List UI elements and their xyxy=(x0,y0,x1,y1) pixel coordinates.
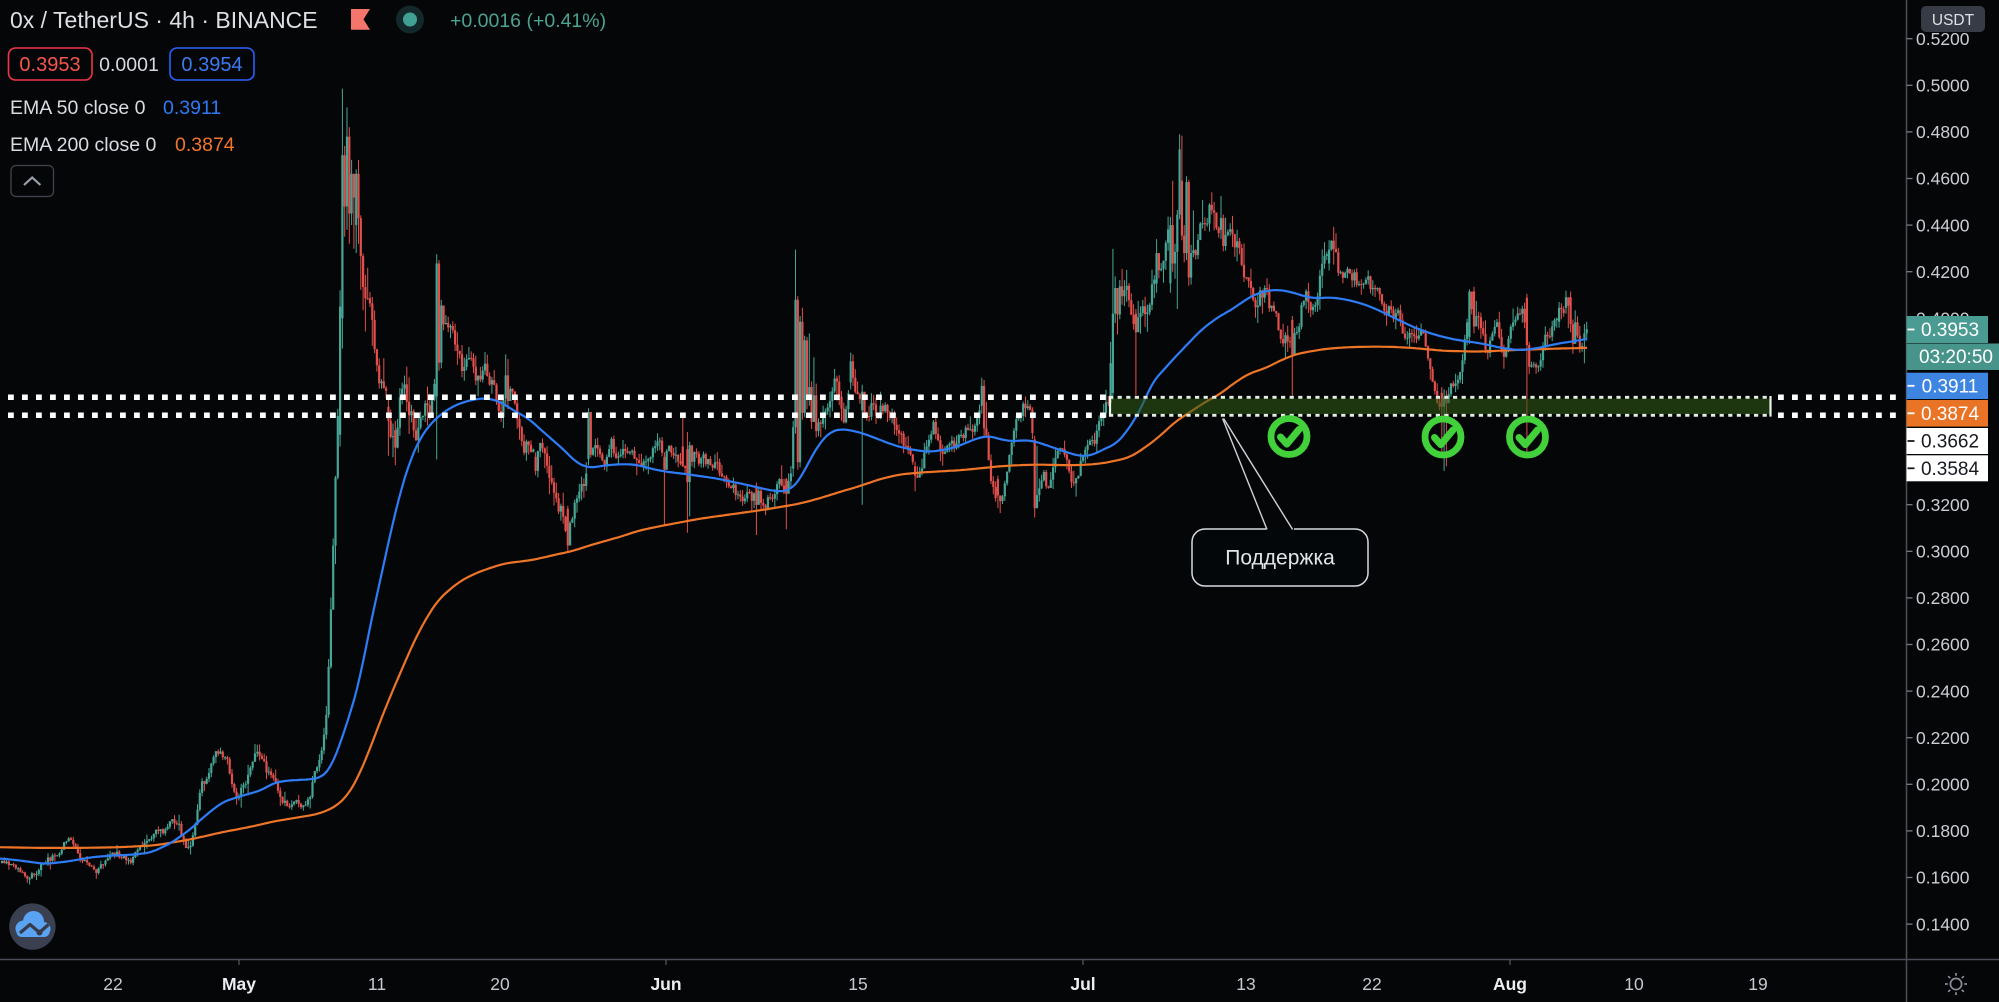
svg-text:22: 22 xyxy=(103,974,122,994)
svg-text:0.3874: 0.3874 xyxy=(1921,404,1980,425)
svg-text:May: May xyxy=(222,974,256,994)
svg-text:0.4600: 0.4600 xyxy=(1916,169,1970,189)
svg-text:0.2000: 0.2000 xyxy=(1916,775,1970,795)
svg-text:0.4800: 0.4800 xyxy=(1916,122,1970,142)
svg-text:03:20:50: 03:20:50 xyxy=(1919,347,1993,368)
svg-text:0.3911: 0.3911 xyxy=(1922,376,1979,397)
svg-text:11: 11 xyxy=(368,974,386,994)
svg-text:0.3911: 0.3911 xyxy=(163,97,221,119)
svg-text:0.2600: 0.2600 xyxy=(1916,635,1970,655)
svg-text:20: 20 xyxy=(490,974,510,994)
svg-text:0.3000: 0.3000 xyxy=(1916,542,1970,562)
svg-text:0.4400: 0.4400 xyxy=(1916,215,1970,235)
svg-text:0.1800: 0.1800 xyxy=(1916,821,1970,841)
svg-text:22: 22 xyxy=(1362,974,1381,994)
svg-text:0.2200: 0.2200 xyxy=(1916,728,1970,748)
svg-text:EMA 200 close 0: EMA 200 close 0 xyxy=(10,134,156,156)
svg-text:Jun: Jun xyxy=(650,974,681,994)
svg-text:0.4200: 0.4200 xyxy=(1916,262,1970,282)
svg-text:0.5000: 0.5000 xyxy=(1916,76,1970,96)
svg-text:0.1600: 0.1600 xyxy=(1916,868,1970,888)
svg-text:Поддержка: Поддержка xyxy=(1225,547,1335,570)
svg-text:0.2400: 0.2400 xyxy=(1916,681,1970,701)
svg-text:EMA 50 close 0: EMA 50 close 0 xyxy=(10,97,146,119)
svg-text:19: 19 xyxy=(1748,974,1767,994)
svg-text:0.1400: 0.1400 xyxy=(1916,914,1970,934)
svg-text:0.3584: 0.3584 xyxy=(1921,459,1980,480)
svg-text:0.5200: 0.5200 xyxy=(1916,29,1970,49)
svg-text:0.3953: 0.3953 xyxy=(19,54,80,76)
svg-text:0.2800: 0.2800 xyxy=(1916,588,1970,608)
svg-text:0.3953: 0.3953 xyxy=(1921,320,1979,341)
svg-text:0.3662: 0.3662 xyxy=(1921,432,1979,453)
svg-text:+0.0016 (+0.41%): +0.0016 (+0.41%) xyxy=(450,10,606,32)
svg-text:0x / TetherUS · 4h · BINANCE: 0x / TetherUS · 4h · BINANCE xyxy=(10,7,318,33)
svg-text:0.3200: 0.3200 xyxy=(1916,495,1970,515)
svg-text:USDT: USDT xyxy=(1932,12,1975,29)
svg-text:13: 13 xyxy=(1236,974,1255,994)
svg-text:0.3874: 0.3874 xyxy=(175,134,235,156)
svg-text:0.3954: 0.3954 xyxy=(181,54,242,76)
svg-text:Aug: Aug xyxy=(1493,974,1527,994)
svg-text:Jul: Jul xyxy=(1070,974,1095,994)
svg-text:15: 15 xyxy=(848,974,867,994)
svg-text:10: 10 xyxy=(1624,974,1644,994)
svg-text:0.0001: 0.0001 xyxy=(99,54,159,76)
